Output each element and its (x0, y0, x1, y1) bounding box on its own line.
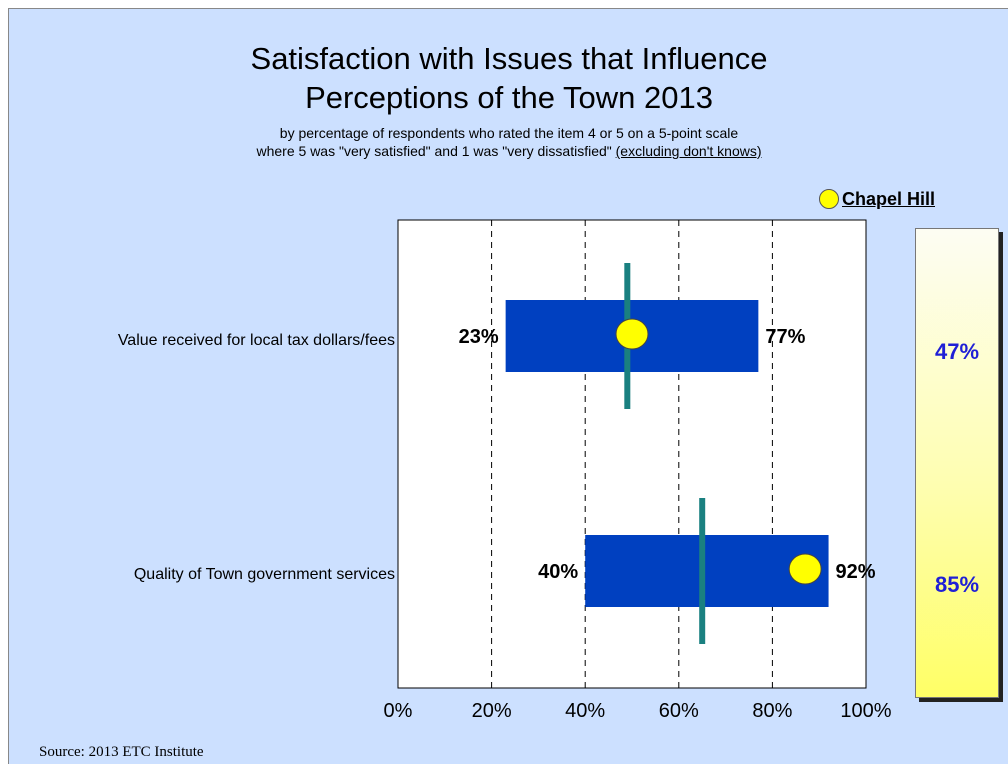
low-value-label: 23% (459, 326, 499, 348)
x-tick-label: 0% (384, 700, 413, 722)
title-line-1: Satisfaction with Issues that Influence (250, 41, 768, 76)
legend: Chapel Hill (819, 186, 935, 212)
x-tick-label: 80% (752, 700, 792, 722)
side-value-1: 85% (934, 572, 980, 597)
chapel-hill-value-panel: 47% 85% (915, 228, 999, 698)
chart-title: Satisfaction with Issues that Influence … (9, 39, 1008, 117)
chapel-hill-point (788, 553, 822, 585)
range-bar (585, 535, 829, 607)
plot-background (397, 219, 867, 689)
x-tick-label: 20% (472, 700, 512, 722)
row-label-1: Quality of Town government services (133, 566, 395, 583)
subtitle-line-2: where 5 was "very satisfied" and 1 was "… (9, 143, 1008, 160)
source-note: Source: 2013 ETC Institute (39, 744, 204, 760)
x-tick-label: 60% (659, 700, 699, 722)
row-label-0: Value received for local tax dollars/fee… (117, 332, 395, 349)
legend-label: Chapel Hill (842, 188, 936, 209)
chart-canvas: Satisfaction with Issues that Influence … (8, 8, 1008, 764)
chapel-hill-point (615, 318, 649, 350)
plot-area: 0% 20% 40% 60% 80% 100% 23% 77% 40% 92% (384, 219, 892, 722)
x-tick-label: 40% (565, 700, 605, 722)
low-value-label: 40% (538, 561, 578, 583)
high-value-label: 92% (836, 561, 876, 583)
x-tick-label: 100% (840, 700, 891, 722)
subtitle-text: where 5 was "very satisfied" and 1 was "… (256, 143, 616, 159)
legend-circle-icon (819, 189, 839, 209)
subtitle-line-1: by percentage of respondents who rated t… (279, 125, 739, 141)
subtitle-note: (excluding don't knows) (615, 143, 762, 159)
side-value-0: 47% (934, 339, 980, 364)
title-line-2: Perceptions of the Town 2013 (305, 80, 713, 115)
high-value-label: 77% (765, 326, 805, 348)
